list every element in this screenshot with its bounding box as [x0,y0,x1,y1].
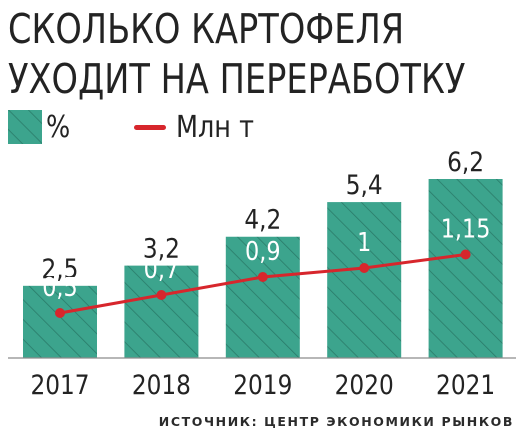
line-point-2021 [460,249,471,260]
line-point-2020 [359,263,370,273]
chart-title-line-1: СКОЛЬКО КАРТОФЕЛЯ [8,5,405,53]
bar-value-label-2019: 4,2 [244,204,281,235]
chart-title: СКОЛЬКО КАРТОФЕЛЯ УХОДИТ НА ПЕРЕРАБОТКУ [8,4,465,104]
line-point-2018 [156,290,167,300]
source-note: ИСТОЧНИК: ЦЕНТР ЭКОНОМИКИ РЫНКОВ [158,414,514,429]
bar-2018 [124,265,199,358]
bar-value-label-2021: 6,2 [447,146,484,177]
bar-2019 [225,236,300,358]
line-value-label-2020: 1 [357,226,371,257]
bar-2017 [23,285,97,358]
legend: % Млн т [8,109,268,145]
bar-value-label-2020: 5,4 [346,169,383,200]
legend-bar-swatch [8,110,42,144]
line-point-2017 [55,308,65,318]
x-tick-label-2019: 2019 [233,369,292,400]
x-tick-label-2020: 2020 [335,369,394,400]
line-value-label-2019: 0,9 [245,235,281,266]
bar-2020 [327,202,402,358]
line-point-2019 [257,272,268,282]
legend-line-label: Млн т [176,109,254,145]
legend-bar-label: % [46,109,71,145]
bar-2021 [428,179,503,358]
legend-line-swatch [134,124,166,130]
x-tick-label-2018: 2018 [132,369,191,400]
line-value-label-2018: 0,7 [144,253,180,284]
chart-title-line-2: УХОДИТ НА ПЕРЕРАБОТКУ [8,55,466,103]
line-value-label-2021: 1,15 [441,213,491,244]
line-value-label-2017: 0,5 [42,271,78,302]
bar-value-label-2018: 3,2 [143,233,180,264]
bar-value-label-2017: 2,5 [42,253,79,284]
x-tick-label-2017: 2017 [30,369,89,400]
x-tick-label-2021: 2021 [436,369,495,400]
